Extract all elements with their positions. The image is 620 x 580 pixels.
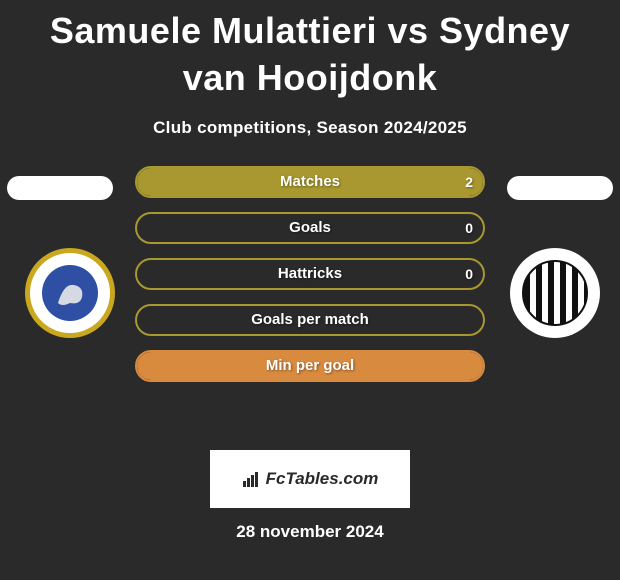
stats-list: Matches 2 Goals 0 Hattricks 0 Goals per match M… bbox=[135, 166, 485, 396]
stat-row: Goals 0 bbox=[135, 212, 485, 244]
stat-label: Min per goal bbox=[266, 357, 354, 374]
stat-fill-right bbox=[431, 168, 483, 196]
crest-right-inner bbox=[522, 260, 588, 326]
lion-icon bbox=[50, 273, 90, 313]
player-left-name-pill bbox=[7, 176, 113, 200]
brand-box: FcTables.com bbox=[210, 450, 410, 508]
stat-row: Min per goal bbox=[135, 350, 485, 382]
player-right-name-pill bbox=[507, 176, 613, 200]
stat-value-right: 0 bbox=[465, 220, 473, 236]
stat-label: Matches bbox=[280, 173, 340, 190]
stat-row: Hattricks 0 bbox=[135, 258, 485, 290]
stat-row: Matches 2 bbox=[135, 166, 485, 198]
crest-left-inner bbox=[42, 265, 98, 321]
stat-label: Hattricks bbox=[278, 265, 342, 282]
date-label: 28 november 2024 bbox=[0, 522, 620, 542]
stat-value-right: 2 bbox=[465, 174, 473, 190]
brand-text: FcTables.com bbox=[266, 469, 379, 489]
stat-label: Goals per match bbox=[251, 311, 369, 328]
subtitle: Club competitions, Season 2024/2025 bbox=[0, 118, 620, 138]
chart-icon bbox=[242, 471, 262, 487]
brand-label: FcTables.com bbox=[242, 469, 379, 489]
stat-label: Goals bbox=[289, 219, 331, 236]
player-right-crest bbox=[510, 248, 600, 338]
stat-row: Goals per match bbox=[135, 304, 485, 336]
player-left-crest bbox=[25, 248, 115, 338]
comparison-arena: Matches 2 Goals 0 Hattricks 0 Goals per match M… bbox=[0, 166, 620, 446]
stat-value-right: 0 bbox=[465, 266, 473, 282]
page-title: Samuele Mulattieri vs Sydney van Hooijdo… bbox=[0, 0, 620, 102]
